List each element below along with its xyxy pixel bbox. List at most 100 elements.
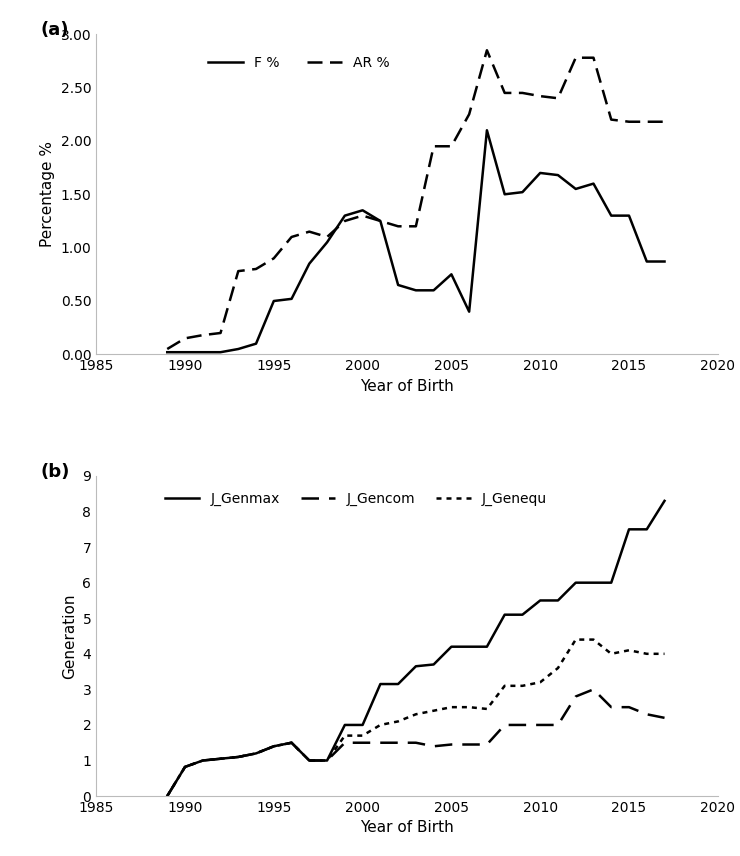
- J_Genmax: [287, 738, 296, 748]
- AR %: [554, 93, 562, 104]
- F %: [287, 294, 296, 304]
- J_Genmax: [625, 524, 633, 534]
- AR %: [625, 116, 633, 127]
- F %: [554, 170, 562, 181]
- J_Genmax: [536, 595, 545, 605]
- J_Genequ: [411, 709, 420, 719]
- J_Genmax: [500, 609, 509, 620]
- F %: [234, 344, 243, 354]
- F %: [571, 184, 580, 194]
- J_Genequ: [181, 762, 189, 772]
- J_Gencom: [340, 738, 349, 748]
- J_Genmax: [340, 720, 349, 730]
- Line: J_Gencom: J_Gencom: [167, 689, 665, 796]
- J_Gencom: [269, 741, 278, 752]
- J_Genequ: [198, 755, 207, 765]
- J_Genmax: [163, 791, 172, 801]
- F %: [465, 306, 474, 317]
- J_Genmax: [234, 752, 243, 762]
- J_Gencom: [660, 713, 669, 723]
- Line: J_Genmax: J_Genmax: [167, 501, 665, 796]
- J_Genmax: [411, 661, 420, 671]
- J_Genequ: [660, 649, 669, 659]
- J_Gencom: [518, 720, 527, 730]
- J_Genmax: [482, 641, 491, 651]
- J_Gencom: [536, 720, 545, 730]
- J_Genmax: [660, 496, 669, 506]
- F %: [411, 285, 420, 295]
- AR %: [358, 211, 367, 221]
- J_Genequ: [287, 738, 296, 748]
- F %: [482, 125, 491, 135]
- J_Gencom: [465, 740, 474, 750]
- J_Genequ: [340, 730, 349, 740]
- AR %: [500, 88, 509, 98]
- AR %: [536, 91, 545, 101]
- J_Gencom: [252, 748, 260, 758]
- Legend: F %, AR %: F %, AR %: [203, 51, 395, 76]
- F %: [216, 347, 225, 357]
- J_Genmax: [429, 659, 438, 669]
- J_Genmax: [394, 679, 403, 689]
- AR %: [305, 227, 314, 237]
- J_Genmax: [198, 755, 207, 765]
- J_Genequ: [358, 730, 367, 740]
- J_Genequ: [305, 755, 314, 765]
- AR %: [234, 266, 243, 276]
- J_Genequ: [554, 663, 562, 673]
- AR %: [518, 88, 527, 98]
- AR %: [216, 328, 225, 338]
- J_Gencom: [589, 684, 598, 694]
- F %: [269, 296, 278, 306]
- AR %: [447, 141, 456, 152]
- F %: [589, 179, 598, 189]
- AR %: [660, 116, 669, 127]
- AR %: [340, 216, 349, 226]
- J_Genmax: [607, 578, 616, 588]
- F %: [358, 205, 367, 216]
- AR %: [482, 45, 491, 56]
- F %: [660, 257, 669, 267]
- J_Gencom: [305, 755, 314, 765]
- AR %: [429, 141, 438, 152]
- J_Gencom: [429, 741, 438, 752]
- J_Genmax: [554, 595, 562, 605]
- J_Genmax: [323, 755, 332, 765]
- J_Genmax: [216, 753, 225, 764]
- J_Genmax: [269, 741, 278, 752]
- J_Gencom: [571, 692, 580, 702]
- AR %: [181, 333, 189, 343]
- Y-axis label: Percentage %: Percentage %: [40, 141, 55, 247]
- J_Genequ: [216, 753, 225, 764]
- AR %: [465, 109, 474, 119]
- J_Genequ: [536, 677, 545, 687]
- Text: (b): (b): [40, 463, 70, 481]
- J_Genmax: [252, 748, 260, 758]
- J_Gencom: [625, 702, 633, 712]
- J_Gencom: [607, 702, 616, 712]
- Line: F %: F %: [167, 130, 665, 352]
- J_Genmax: [465, 641, 474, 651]
- F %: [518, 187, 527, 197]
- F %: [536, 168, 545, 178]
- J_Gencom: [198, 755, 207, 765]
- J_Gencom: [234, 752, 243, 762]
- F %: [394, 280, 403, 290]
- J_Genmax: [305, 755, 314, 765]
- J_Genmax: [447, 641, 456, 651]
- F %: [642, 257, 651, 267]
- J_Gencom: [411, 738, 420, 748]
- J_Genequ: [482, 704, 491, 714]
- J_Genequ: [465, 702, 474, 712]
- J_Genequ: [500, 681, 509, 691]
- AR %: [163, 344, 172, 354]
- F %: [163, 347, 172, 357]
- J_Genequ: [518, 681, 527, 691]
- J_Genequ: [571, 634, 580, 645]
- AR %: [252, 264, 260, 274]
- J_Genequ: [589, 634, 598, 645]
- J_Genequ: [252, 748, 260, 758]
- J_Genequ: [642, 649, 651, 659]
- J_Genmax: [376, 679, 385, 689]
- J_Genmax: [642, 524, 651, 534]
